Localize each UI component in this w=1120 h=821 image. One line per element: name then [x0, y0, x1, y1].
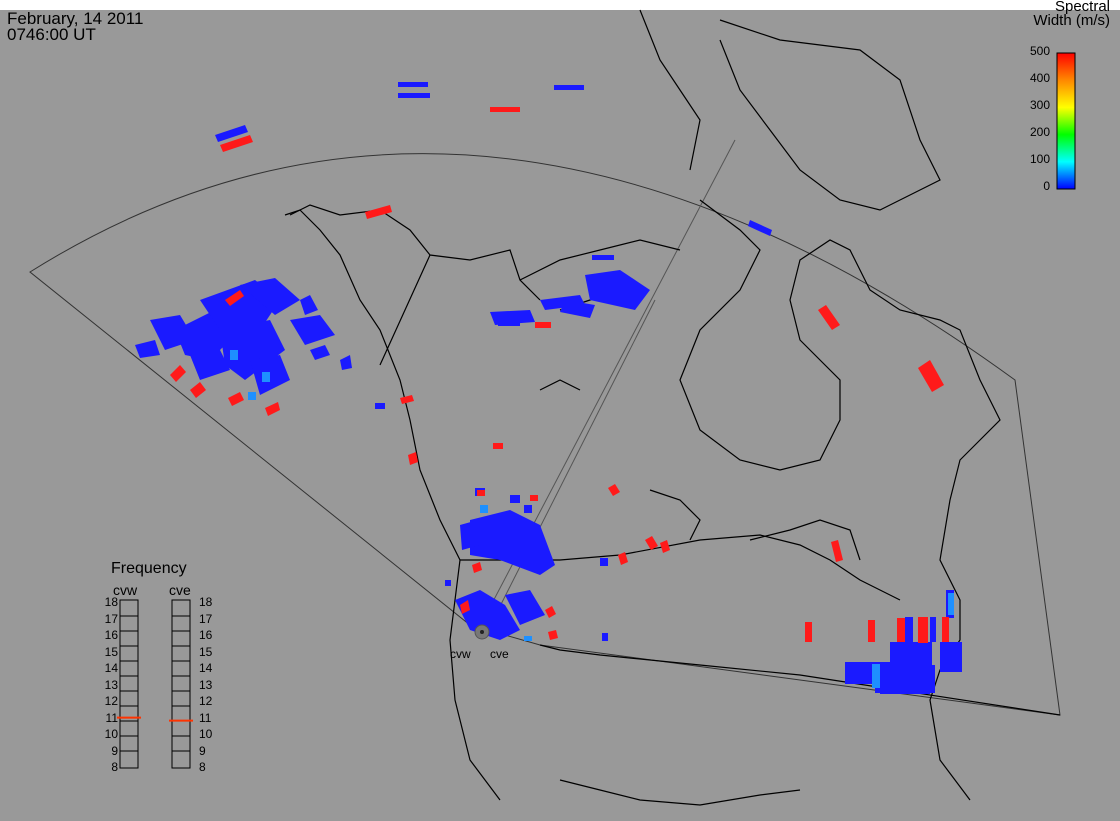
radar-site-dot	[480, 630, 484, 634]
frequency-level-label: 11	[199, 710, 212, 725]
echo-arctic-high	[535, 322, 551, 328]
frequency-column-cvw: cvw	[113, 582, 138, 598]
frequency-level-label: 13	[199, 677, 213, 692]
frequency-level-label: 15	[199, 644, 213, 659]
colorbar-title: Spectral Width (m/s)	[1010, 0, 1110, 28]
frequency-level-label: 10	[104, 727, 118, 741]
site-label-cve: cve	[490, 647, 509, 661]
colorbar-title-line1: Spectral	[1054, 0, 1110, 15]
colorbar-tick: 0	[1043, 179, 1050, 193]
coastlines	[284, 9, 1061, 806]
echo-north-arc	[215, 82, 944, 392]
frequency-level-label: 12	[104, 694, 118, 708]
time-label: 0746:00 UT	[7, 25, 96, 44]
frequency-level-label: 18	[104, 595, 118, 609]
echo-cluster-arctic	[490, 255, 650, 326]
colorbar-tick: 200	[1029, 125, 1050, 139]
echo-cluster-central-mid	[480, 505, 532, 641]
frequency-level-label: 17	[199, 611, 213, 626]
frequency-level-label: 16	[104, 628, 118, 642]
frequency-gauge-cvw	[119, 599, 139, 769]
field-of-view-outline	[29, 153, 1061, 716]
frequency-level-label: 15	[104, 644, 118, 659]
colorbar-scale	[1056, 52, 1076, 190]
colorbar-tick: 100	[1029, 152, 1050, 166]
echo-cluster-central	[375, 403, 608, 641]
top-strip	[0, 0, 1120, 10]
colorbar-tick: 300	[1029, 98, 1050, 112]
frequency-level-label: 13	[104, 677, 118, 692]
frequency-title: Frequency	[111, 560, 187, 577]
frequency-level-label: 9	[111, 743, 118, 758]
colorbar-tick: 500	[1029, 44, 1050, 58]
date-label: February, 14 2011	[7, 9, 144, 28]
echo-cluster-alaska-mid	[230, 350, 270, 400]
colorbar-title-line2: Width (m/s)	[1033, 12, 1110, 29]
frequency-level-label: 11	[105, 710, 118, 725]
echo-cluster-central-high	[400, 395, 670, 640]
beam-line-east	[487, 299, 656, 631]
frequency-level-label: 14	[199, 661, 213, 675]
frequency-level-label: 9	[199, 743, 206, 758]
echo-cluster-east-mid	[872, 593, 954, 688]
frequency-column-cve: cve	[169, 582, 191, 598]
frequency-level-label: 16	[199, 628, 213, 642]
frequency-level-label: 8	[199, 760, 206, 774]
timestamp: February, 14 2011 0746:00 UT	[7, 9, 144, 44]
frequency-level-label: 10	[199, 727, 213, 741]
frequency-level-label: 12	[199, 694, 213, 708]
frequency-level-label: 14	[104, 661, 118, 675]
frequency-level-label: 18	[199, 595, 213, 609]
frequency-gauge-cve	[171, 599, 191, 769]
echo-cluster-east-high	[805, 540, 949, 643]
echo-cluster-alaska-high	[170, 290, 280, 416]
frequency-level-label: 8	[111, 760, 118, 774]
site-label-cvw: cvw	[450, 647, 471, 661]
colorbar-tick: 400	[1029, 71, 1050, 85]
frequency-level-label: 17	[104, 611, 118, 626]
